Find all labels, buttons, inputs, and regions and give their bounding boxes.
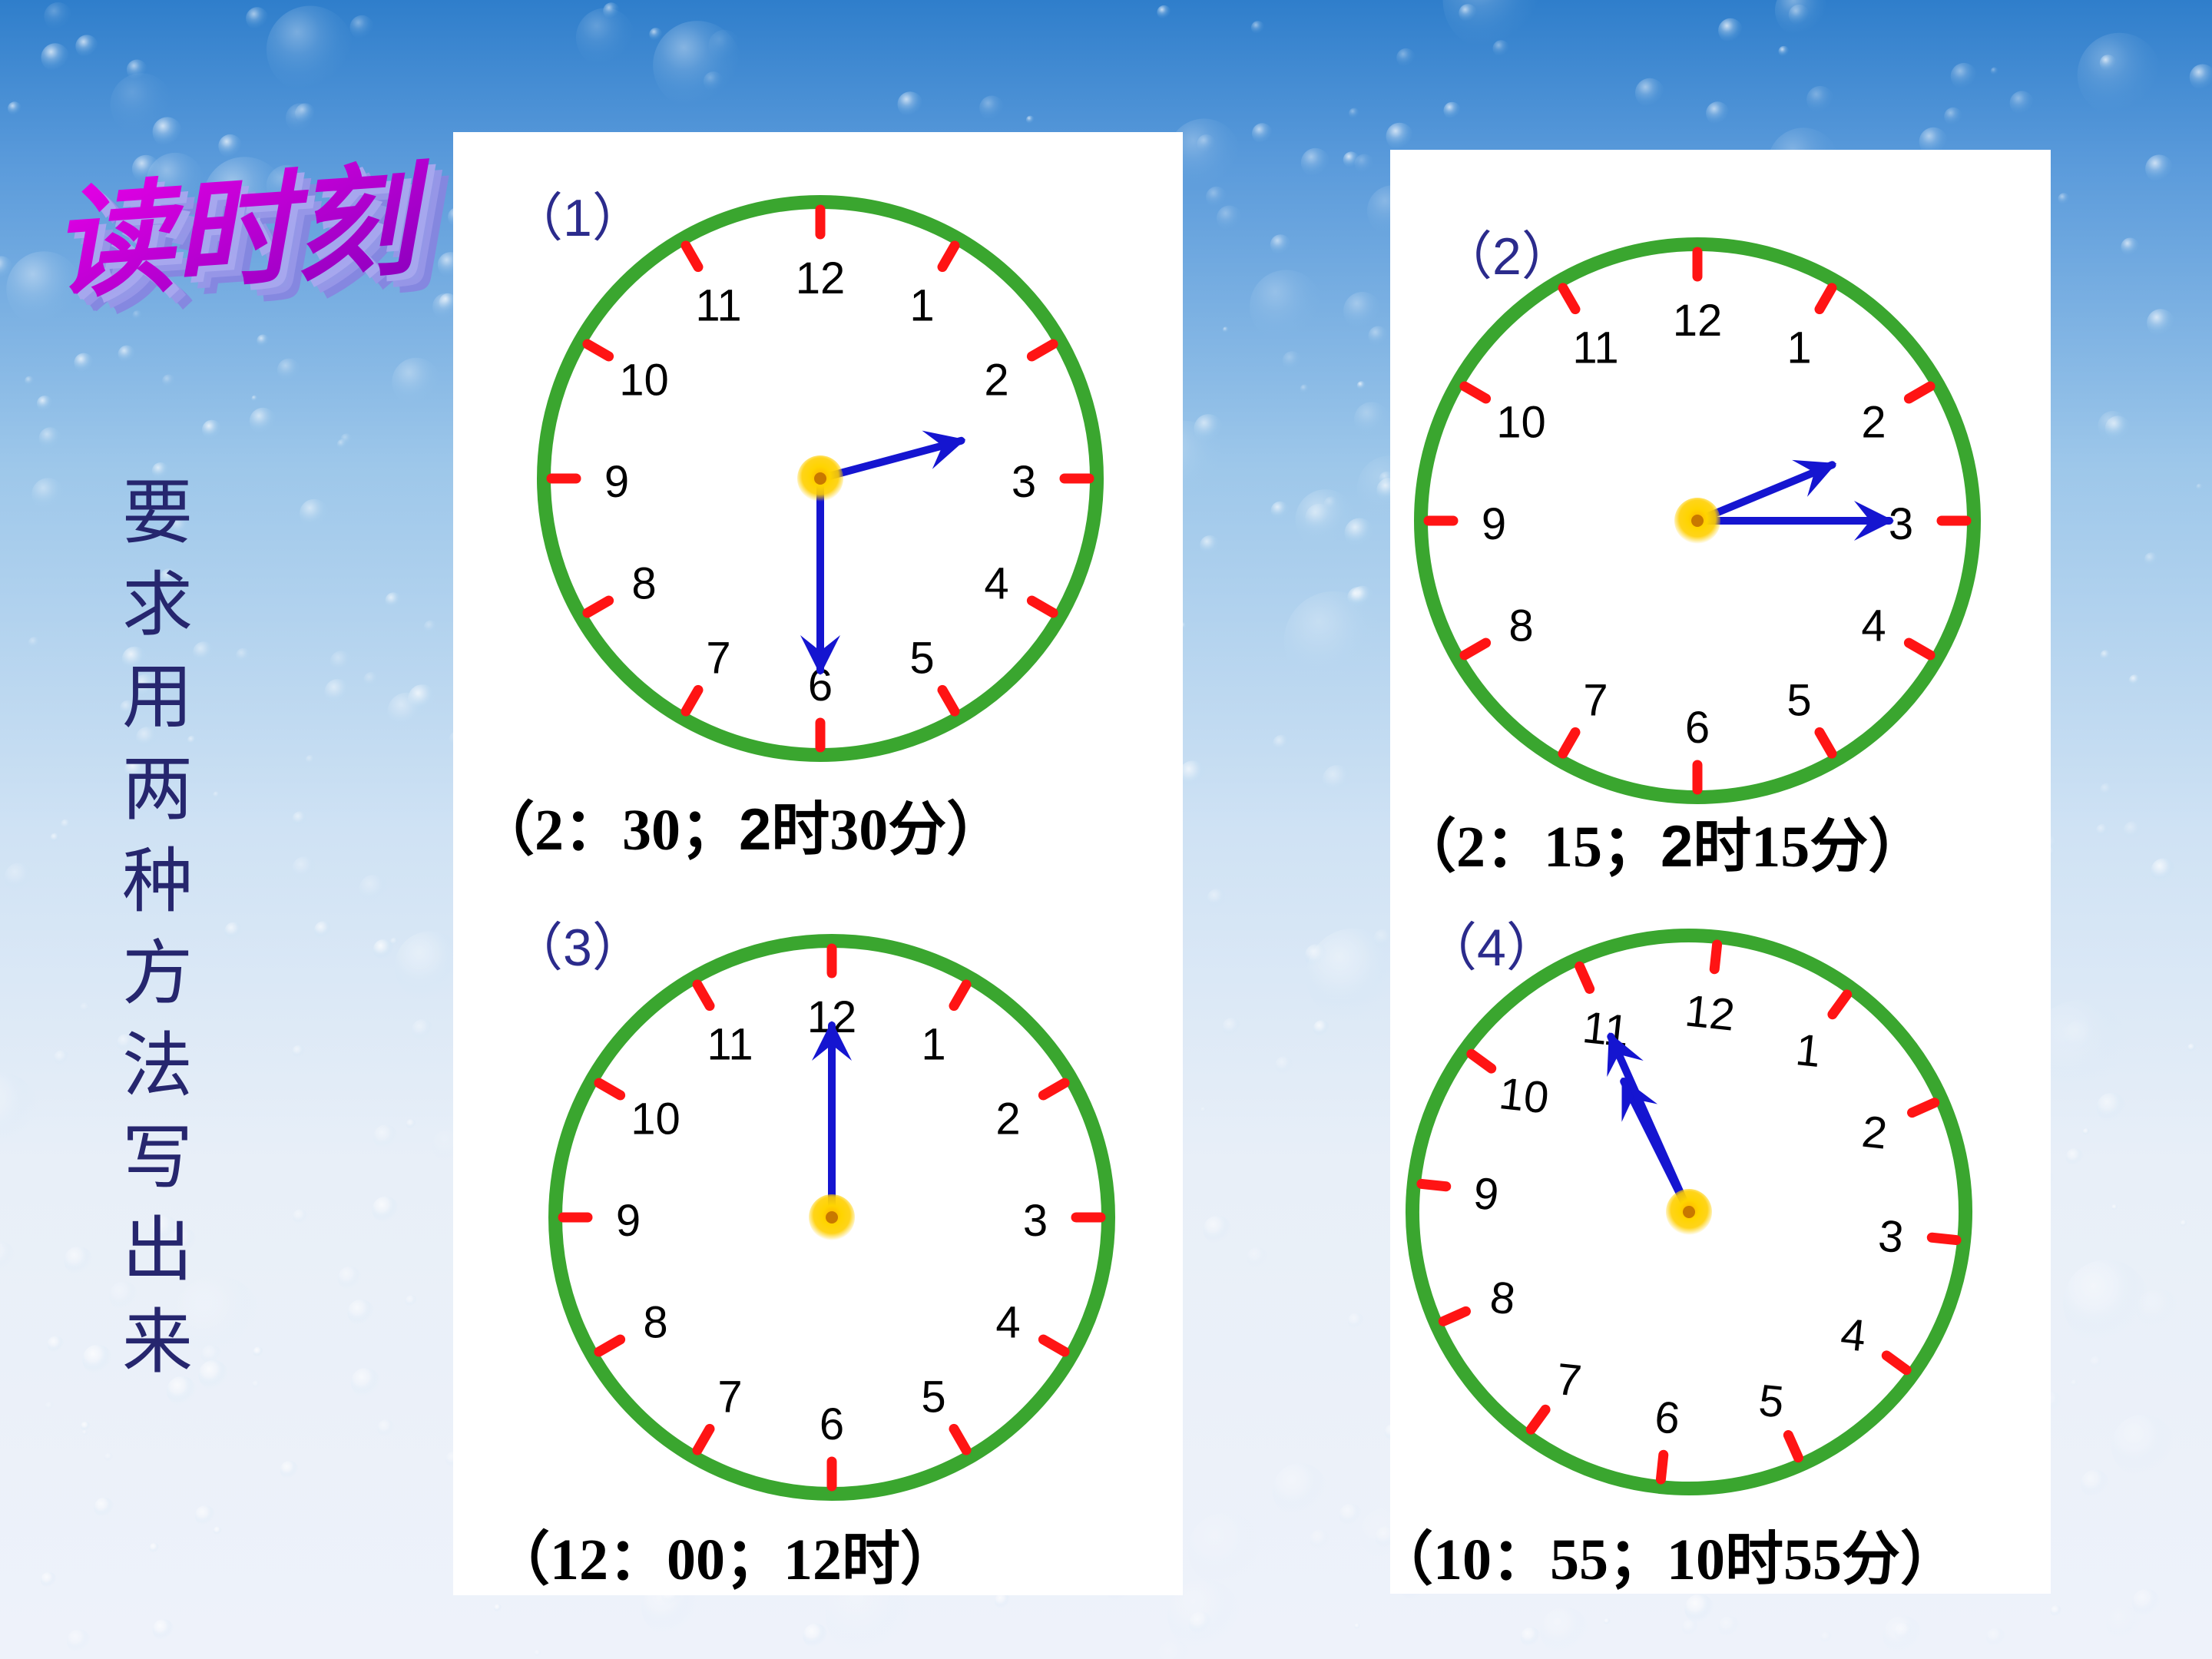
svg-text:4: 4: [995, 1298, 1020, 1348]
svg-text:5: 5: [921, 1373, 945, 1422]
svg-text:9: 9: [1482, 499, 1506, 549]
svg-text:3: 3: [1023, 1196, 1048, 1246]
svg-text:2: 2: [984, 356, 1008, 406]
svg-text:8: 8: [1488, 1272, 1518, 1324]
svg-text:9: 9: [616, 1196, 641, 1246]
svg-text:7: 7: [706, 634, 730, 684]
svg-text:10: 10: [619, 356, 669, 406]
svg-text:8: 8: [643, 1298, 667, 1348]
svg-text:2: 2: [1859, 1107, 1889, 1159]
svg-text:10: 10: [631, 1094, 680, 1144]
svg-text:4: 4: [1861, 601, 1886, 651]
svg-text:7: 7: [1554, 1354, 1584, 1406]
svg-text:6: 6: [820, 1399, 844, 1449]
svg-text:10: 10: [1497, 1068, 1551, 1123]
svg-text:6: 6: [1685, 703, 1710, 753]
svg-text:9: 9: [604, 457, 629, 507]
svg-text:3: 3: [1889, 499, 1913, 549]
svg-text:12: 12: [1683, 985, 1737, 1040]
svg-text:7: 7: [1583, 676, 1608, 726]
svg-text:1: 1: [1793, 1025, 1823, 1077]
svg-text:7: 7: [717, 1373, 742, 1422]
svg-text:12: 12: [796, 253, 846, 303]
svg-text:5: 5: [1786, 676, 1811, 726]
svg-text:8: 8: [1508, 601, 1533, 651]
svg-text:1: 1: [909, 281, 934, 331]
svg-text:8: 8: [631, 559, 656, 609]
svg-text:11: 11: [707, 1020, 753, 1070]
svg-text:2: 2: [995, 1094, 1020, 1144]
svg-text:3: 3: [1012, 457, 1036, 507]
svg-text:11: 11: [695, 281, 741, 331]
svg-text:3: 3: [1876, 1210, 1906, 1263]
svg-text:9: 9: [1472, 1168, 1502, 1220]
svg-text:6: 6: [1652, 1392, 1682, 1444]
svg-text:5: 5: [909, 634, 934, 684]
svg-text:4: 4: [1838, 1309, 1868, 1361]
svg-text:10: 10: [1496, 398, 1546, 448]
svg-text:1: 1: [921, 1020, 945, 1070]
svg-text:12: 12: [1673, 296, 1723, 346]
svg-text:5: 5: [1757, 1376, 1786, 1428]
svg-text:1: 1: [1786, 323, 1811, 373]
svg-text:11: 11: [1572, 323, 1618, 373]
svg-text:2: 2: [1861, 398, 1886, 448]
svg-text:读时刻: 读时刻: [48, 151, 439, 313]
svg-text:4: 4: [984, 559, 1008, 609]
